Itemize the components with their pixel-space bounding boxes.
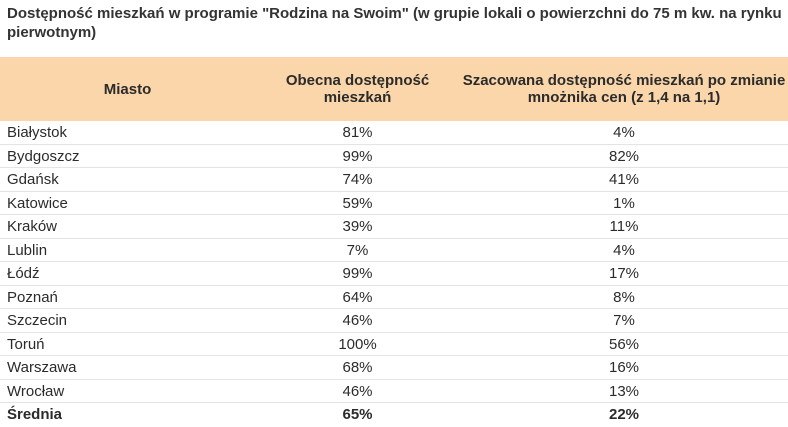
current-availability-cell: 74% bbox=[342, 171, 373, 188]
current-availability-cell: 46% bbox=[342, 312, 373, 329]
estimated-availability-cell: 7% bbox=[613, 312, 635, 329]
current-availability-cell: 59% bbox=[342, 194, 373, 212]
current-availability-cell: 39% bbox=[342, 218, 373, 235]
current-availability-cell: 68% bbox=[342, 359, 373, 376]
city-cell: Wrocław bbox=[7, 382, 65, 400]
header-city: Miasto bbox=[103, 80, 152, 98]
table-row: Gdańsk 74% 41% bbox=[0, 168, 788, 192]
city-cell: Toruń bbox=[7, 335, 45, 353]
table-row: Toruń 100% 56% bbox=[0, 333, 788, 356]
table-row-average: Średnia 65% 22% bbox=[0, 403, 788, 427]
table-row: Warszawa 68% 16% bbox=[0, 356, 788, 380]
city-cell: Łódź bbox=[7, 265, 40, 282]
city-cell: Gdańsk bbox=[7, 171, 59, 188]
table-title: Dostępność mieszkań w programie "Rodzina… bbox=[7, 5, 782, 41]
estimated-availability-cell: 22% bbox=[608, 406, 640, 423]
header-estimated-availability: Szacowana dostępność mieszkań po zmianie… bbox=[462, 72, 786, 106]
current-availability-cell: 99% bbox=[342, 265, 373, 282]
city-cell: Bydgoszcz bbox=[7, 147, 80, 165]
city-cell: Katowice bbox=[7, 194, 68, 212]
estimated-availability-cell: 4% bbox=[613, 124, 635, 141]
current-availability-cell: 100% bbox=[338, 335, 377, 353]
estimated-availability-cell: 11% bbox=[609, 218, 639, 235]
estimated-availability-cell: 16% bbox=[608, 359, 640, 376]
city-cell: Poznań bbox=[7, 288, 58, 306]
table-row: Łódź 99% 17% bbox=[0, 262, 788, 286]
city-cell: Kraków bbox=[7, 218, 58, 235]
current-availability-cell: 64% bbox=[342, 288, 373, 306]
estimated-availability-cell: 41% bbox=[608, 171, 640, 188]
current-availability-cell: 7% bbox=[346, 241, 369, 259]
table-row: Poznań 64% 8% bbox=[0, 286, 788, 309]
table-row: Kraków 39% 11% bbox=[0, 215, 788, 239]
table-body: Białystok 81% 4% Bydgoszcz 99% 82% Gdańsk 74% 41… bbox=[0, 121, 788, 427]
table-header: Miasto Obecna dostępność mieszkań Szacow… bbox=[0, 57, 788, 121]
table-row: Katowice 59% 1% bbox=[0, 192, 788, 215]
city-cell: Szczecin bbox=[7, 312, 68, 329]
city-cell: Średnia bbox=[7, 406, 63, 423]
estimated-availability-cell: 13% bbox=[608, 382, 640, 400]
current-availability-cell: 65% bbox=[342, 406, 373, 423]
current-availability-cell: 81% bbox=[342, 124, 373, 141]
estimated-availability-cell: 8% bbox=[613, 288, 635, 306]
city-cell: Białystok bbox=[7, 124, 68, 141]
current-availability-cell: 46% bbox=[342, 382, 373, 400]
table-row: Wrocław 46% 13% bbox=[0, 380, 788, 403]
estimated-availability-cell: 17% bbox=[608, 265, 640, 282]
estimated-availability-cell: 1% bbox=[613, 194, 635, 212]
city-cell: Lublin bbox=[7, 241, 48, 259]
current-availability-cell: 99% bbox=[342, 147, 373, 165]
header-current-availability: Obecna dostępność mieszkań bbox=[285, 72, 430, 106]
table-row: Bydgoszcz 99% 82% bbox=[0, 145, 788, 168]
estimated-availability-cell: 56% bbox=[608, 335, 640, 353]
estimated-availability-cell: 4% bbox=[613, 241, 635, 259]
table-row: Szczecin 46% 7% bbox=[0, 309, 788, 333]
estimated-availability-cell: 82% bbox=[608, 147, 640, 165]
table-row: Białystok 81% 4% bbox=[0, 121, 788, 145]
table-row: Lublin 7% 4% bbox=[0, 239, 788, 262]
city-cell: Warszawa bbox=[7, 359, 77, 376]
availability-table: Miasto Obecna dostępność mieszkań Szacow… bbox=[0, 57, 788, 427]
